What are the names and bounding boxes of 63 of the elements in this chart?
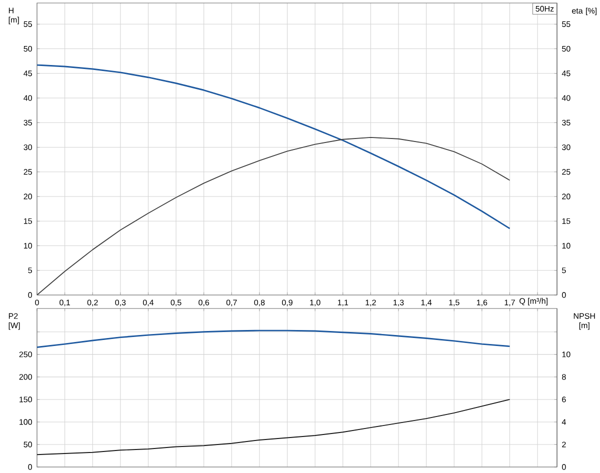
- y2-tick-label: 45: [562, 70, 570, 76]
- y-tick-label: 50: [24, 46, 32, 52]
- x-tick-label: 1,6: [476, 300, 488, 306]
- y2-tick-label: 20: [562, 194, 570, 200]
- x-tick-label: 0,3: [115, 300, 126, 306]
- x-axis-title: Q [m³/h]: [520, 298, 548, 306]
- y-tick-label: 0: [28, 292, 32, 298]
- line-series: [37, 64, 510, 230]
- x-tick-label: 0,6: [198, 300, 210, 306]
- y2-tick-label: 0: [562, 292, 566, 298]
- y-tick-label: 25: [24, 169, 32, 175]
- x-tick-label: 0,1: [60, 300, 70, 306]
- y-tick-label: 15: [24, 218, 32, 224]
- y2-tick-label: 2: [562, 442, 566, 448]
- y-tick-label: 100: [20, 419, 32, 425]
- y-tick-label: 20: [24, 194, 32, 200]
- y2-tick-label: 4: [562, 419, 566, 425]
- y2-axis-title: NPSH [m]: [574, 313, 595, 330]
- annotation: 50Hz: [536, 6, 554, 12]
- y2-tick-label: 5: [562, 268, 566, 274]
- x-tick-label: 0,4: [142, 300, 154, 306]
- y-tick-label: 10: [24, 242, 32, 249]
- y-axis-title: H [m]: [8, 8, 19, 24]
- y2-tick-label: 35: [562, 120, 570, 126]
- y-tick-label: 150: [20, 396, 32, 402]
- x-tick-label: 1,4: [421, 300, 432, 306]
- y-axis-title: P2 [W]: [8, 313, 20, 330]
- y2-tick-label: 8: [562, 374, 566, 380]
- y-tick-label: 250: [19, 352, 32, 358]
- y-tick-label: 45: [24, 70, 32, 76]
- x-tick-label: 1,1: [338, 300, 348, 306]
- y-tick-label: 30: [24, 144, 32, 150]
- line-series: [37, 136, 510, 295]
- y2-axis-title: eta [%]: [572, 8, 596, 16]
- y2-tick-label: 0: [562, 464, 566, 470]
- y2-tick-label: 10: [562, 242, 570, 249]
- y-tick-label: 35: [24, 120, 32, 126]
- x-tick-label: 1,3: [394, 300, 404, 306]
- y-tick-label: 40: [24, 95, 32, 101]
- y2-tick-label: 55: [562, 21, 570, 27]
- y2-tick-label: 10: [562, 352, 570, 358]
- x-tick-label: 1,5: [449, 300, 460, 306]
- y-tick-label: 50: [24, 442, 32, 448]
- y2-tick-label: 15: [562, 218, 570, 224]
- y-tick-label: 5: [28, 268, 32, 274]
- x-tick-label: 0: [35, 300, 39, 306]
- x-tick-label: 0,8: [254, 300, 265, 306]
- y-tick-label: 0: [28, 464, 32, 470]
- y-tick-label: 55: [24, 21, 32, 27]
- y-tick-label: 200: [19, 374, 32, 380]
- x-tick-label: 1,2: [366, 300, 376, 306]
- y2-tick-label: 6: [562, 396, 566, 402]
- x-tick-label: 1,0: [310, 300, 320, 306]
- x-tick-label: 0,9: [282, 300, 292, 306]
- x-tick-label: 0,5: [170, 300, 182, 306]
- x-tick-label: 0,7: [226, 300, 237, 306]
- y2-tick-label: 50: [562, 46, 570, 52]
- y2-tick-label: 30: [562, 144, 570, 150]
- line-series: [37, 330, 510, 348]
- x-tick-label: 0,2: [87, 300, 98, 306]
- x-tick-label: 1,7: [504, 300, 515, 306]
- y2-tick-label: 25: [562, 169, 570, 175]
- y2-tick-label: 40: [562, 95, 570, 101]
